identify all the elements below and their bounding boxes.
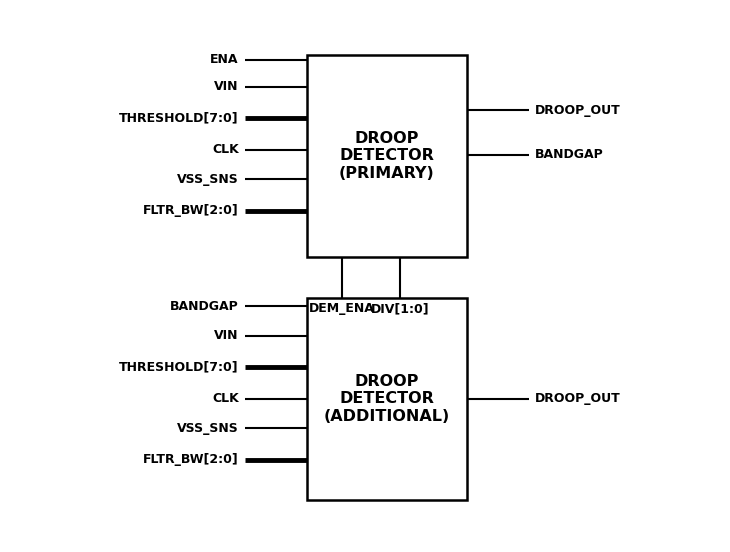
Bar	[307, 55, 467, 257]
Text: DIV[1:0]: DIV[1:0]	[371, 302, 429, 316]
Text: THRESHOLD[7:0]: THRESHOLD[7:0]	[119, 360, 239, 374]
Bar	[307, 298, 467, 500]
Text: BANDGAP: BANDGAP	[535, 148, 604, 161]
Text: FLTR_BW[2:0]: FLTR_BW[2:0]	[143, 453, 239, 466]
Text: VSS_SNS: VSS_SNS	[177, 422, 239, 435]
Text: VIN: VIN	[214, 80, 239, 93]
Text: DROOP
DETECTOR
(ADDITIONAL): DROOP DETECTOR (ADDITIONAL)	[324, 374, 450, 424]
Text: CLK: CLK	[212, 143, 239, 156]
Text: DEM_ENA: DEM_ENA	[309, 302, 374, 316]
Text: THRESHOLD[7:0]: THRESHOLD[7:0]	[119, 112, 239, 125]
Text: CLK: CLK	[212, 392, 239, 405]
Text: DROOP
DETECTOR
(PRIMARY): DROOP DETECTOR (PRIMARY)	[339, 131, 435, 181]
Text: ENA: ENA	[210, 53, 239, 66]
Text: FLTR_BW[2:0]: FLTR_BW[2:0]	[143, 204, 239, 217]
Text: DROOP_OUT: DROOP_OUT	[535, 392, 620, 405]
Text: BANDGAP: BANDGAP	[170, 300, 239, 313]
Text: VSS_SNS: VSS_SNS	[177, 173, 239, 186]
Text: DROOP_OUT: DROOP_OUT	[535, 104, 620, 117]
Text: VIN: VIN	[214, 329, 239, 342]
